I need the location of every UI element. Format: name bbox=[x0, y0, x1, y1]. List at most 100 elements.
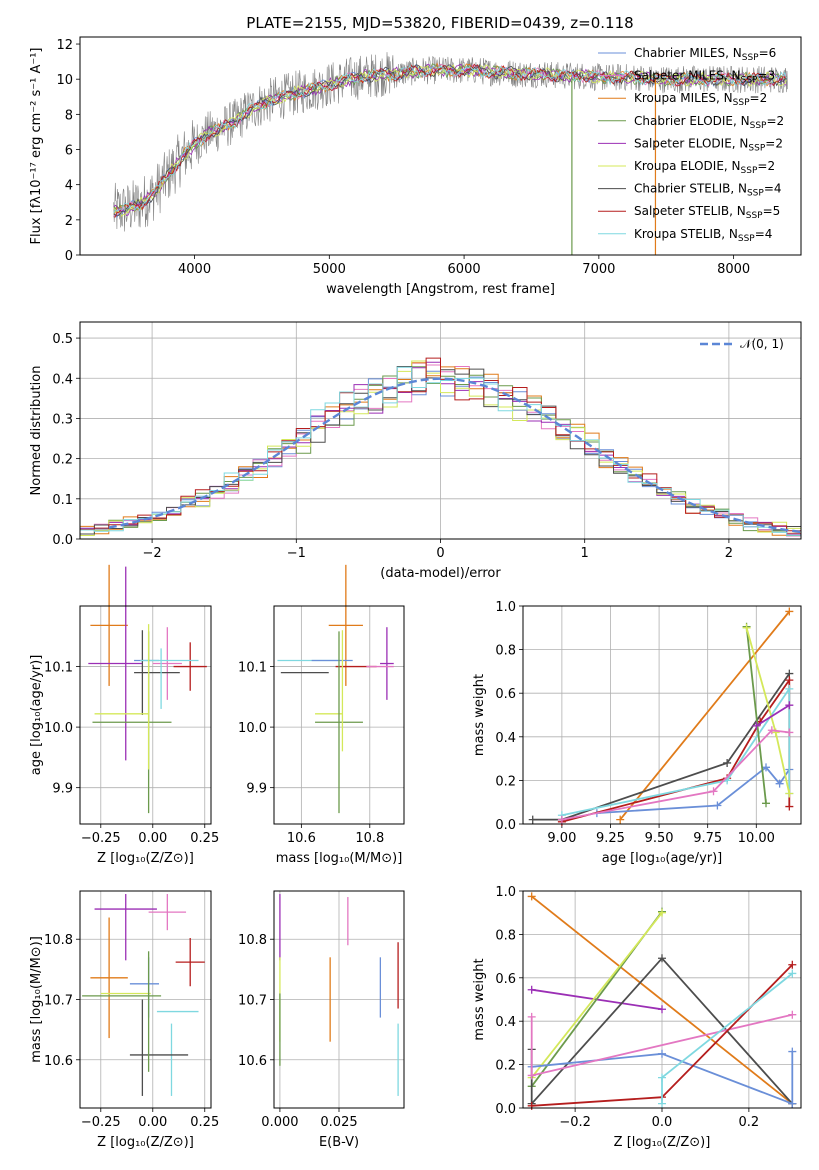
x-tick-label: 0.00 bbox=[138, 1115, 167, 1130]
y-tick-label: 0.8 bbox=[495, 928, 516, 943]
y-tick-label: 10.8 bbox=[44, 933, 73, 948]
x-tick-label: 2 bbox=[725, 546, 733, 561]
mass-weight-marker bbox=[788, 1047, 797, 1056]
legend-entry: Salpeter MILES, NSSP=3 bbox=[634, 69, 775, 86]
x-tick-label: 9.00 bbox=[547, 831, 576, 846]
mass-weight-line bbox=[755, 704, 790, 727]
mass-ebv-panel: 0.000 0.025 10.6 10.7 10.8 E(B-V) bbox=[238, 890, 405, 1150]
x-tick-label: 0.25 bbox=[190, 831, 219, 846]
axes-frame bbox=[79, 36, 802, 256]
mass-weight-marker bbox=[788, 960, 797, 969]
mass-weight-marker bbox=[528, 815, 537, 824]
y-tick-label: 0.2 bbox=[495, 774, 516, 789]
x-axis-label: E(B-V) bbox=[319, 1135, 359, 1150]
x-tick-label: −0.25 bbox=[81, 1115, 121, 1130]
spectrum-model-line bbox=[113, 64, 787, 217]
axes-frame bbox=[522, 890, 802, 1109]
y-tick-label: 10 bbox=[56, 73, 73, 88]
y-tick-label: 0.5 bbox=[52, 332, 73, 347]
y-axis-label: mass weight bbox=[472, 958, 487, 1040]
x-tick-label: 9.75 bbox=[693, 831, 722, 846]
y-tick-label: 10.1 bbox=[44, 661, 73, 676]
mass-Z-panel: −0.25 0.00 0.25 10.6 10.7 10.8 Z [log₁₀(Z/Z⊙)]… bbox=[29, 890, 219, 1150]
y-tick-label: 0.4 bbox=[495, 731, 516, 746]
y-tick-label: 10.1 bbox=[238, 661, 267, 676]
mass-weight-marker bbox=[527, 985, 536, 994]
mass-weight-marker bbox=[658, 954, 666, 963]
axes-frame bbox=[273, 605, 405, 825]
mw-age-panel: 9.00 9.25 9.50 9.75 10.00 0.0 0.2 0.4 0.6 0.8 1.0 a… bbox=[472, 600, 802, 866]
x-axis-label: Z [log₁₀(Z/Z⊙)] bbox=[97, 851, 194, 866]
y-axis-label: age [log₁₀(age/yr)] bbox=[29, 655, 44, 776]
x-tick-label: 10.6 bbox=[287, 831, 316, 846]
y-tick-label: 0.0 bbox=[495, 818, 516, 833]
legend-entry: Kroupa STELIB, NSSP=4 bbox=[634, 227, 772, 244]
x-axis-label: Z [log₁₀(Z/Z⊙)] bbox=[97, 1135, 194, 1150]
age-mass-panel: 10.6 10.8 9.9 10.0 10.1 mass [log₁₀(M/M⊙)] bbox=[238, 564, 405, 866]
x-tick-label: 5000 bbox=[313, 262, 346, 277]
mw-Z-panel: −0.2 0.0 0.2 0.0 0.2 0.4 0.6 0.8 1.0 Z [log₁₀(Z/Z… bbox=[472, 885, 802, 1150]
legend-entry: Salpeter STELIB, NSSP=5 bbox=[634, 204, 780, 221]
x-axis-label: (data-model)/error bbox=[380, 566, 501, 581]
mass-weight-marker bbox=[785, 607, 794, 616]
legend-entry: 𝒩(0, 1) bbox=[740, 337, 784, 351]
mass-weight-marker bbox=[557, 815, 566, 824]
y-tick-label: 0 bbox=[65, 249, 73, 264]
mass-weight-marker bbox=[788, 969, 797, 978]
y-tick-label: 10.0 bbox=[44, 721, 73, 736]
y-tick-label: 0.1 bbox=[52, 493, 73, 508]
residuals-panel: −2 −1 0 1 2 0.0 0.1 0.2 0.3 0.4 0.5 (data-model)/er… bbox=[29, 321, 802, 581]
x-tick-label: 0.25 bbox=[190, 1115, 219, 1130]
x-tick-label: 7000 bbox=[582, 262, 615, 277]
y-axis-label: mass weight bbox=[472, 674, 487, 756]
mass-weight-marker bbox=[785, 684, 794, 693]
y-tick-label: 10.7 bbox=[44, 994, 73, 1009]
y-tick-label: 10.0 bbox=[238, 721, 267, 736]
y-tick-label: 9.9 bbox=[246, 782, 267, 797]
normal-curve bbox=[108, 377, 802, 534]
mass-weight-marker bbox=[658, 1049, 666, 1058]
legend-entry: Kroupa ELODIE, NSSP=2 bbox=[634, 159, 775, 176]
axes-frame bbox=[79, 605, 212, 825]
y-tick-label: 0.2 bbox=[495, 1059, 516, 1074]
y-tick-label: 4 bbox=[65, 179, 73, 194]
mass-weight-marker bbox=[762, 799, 771, 808]
y-tick-label: 2 bbox=[65, 214, 73, 229]
panels: 4000 5000 6000 7000 8000024681012wavelength … bbox=[29, 36, 802, 1150]
y-tick-label: 10.6 bbox=[238, 1054, 267, 1069]
mass-weight-line bbox=[532, 673, 791, 821]
spectrum-model-line bbox=[113, 63, 787, 219]
y-tick-label: 0.3 bbox=[52, 412, 73, 427]
mass-weight-marker bbox=[713, 801, 722, 810]
x-tick-label: −1 bbox=[287, 546, 306, 561]
y-tick-label: 0.0 bbox=[52, 533, 73, 548]
y-tick-label: 9.9 bbox=[52, 782, 73, 797]
mass-weight-line bbox=[561, 729, 790, 821]
y-tick-label: 0.4 bbox=[495, 1015, 516, 1030]
x-tick-label: 0.00 bbox=[138, 831, 167, 846]
y-tick-label: 1.0 bbox=[495, 885, 516, 900]
x-tick-label: 9.50 bbox=[645, 831, 674, 846]
y-tick-label: 10.7 bbox=[238, 994, 267, 1009]
mass-weight-marker bbox=[658, 1005, 666, 1014]
figure-title: PLATE=2155, MJD=53820, FIBERID=0439, z=0… bbox=[246, 14, 633, 32]
legend-entry: Chabrier STELIB, NSSP=4 bbox=[634, 182, 782, 199]
x-tick-label: 9.25 bbox=[596, 831, 625, 846]
mass-weight-line bbox=[661, 972, 793, 1104]
y-tick-label: 12 bbox=[56, 38, 73, 53]
y-tick-label: 8 bbox=[65, 108, 73, 123]
x-axis-label: mass [log₁₀(M/M⊙)] bbox=[276, 851, 403, 866]
mass-weight-marker bbox=[785, 701, 794, 710]
y-tick-label: 0.2 bbox=[52, 453, 73, 468]
x-tick-label: 10.00 bbox=[738, 831, 775, 846]
mass-weight-marker bbox=[788, 1010, 797, 1019]
mass-weight-line bbox=[619, 610, 790, 821]
x-tick-label: 8000 bbox=[717, 262, 750, 277]
mass-weight-marker bbox=[785, 676, 794, 685]
legend-entry: Chabrier MILES, NSSP=6 bbox=[634, 46, 776, 63]
mass-weight-marker bbox=[527, 1012, 536, 1021]
mass-weight-marker bbox=[785, 802, 794, 811]
x-tick-label: −2 bbox=[143, 546, 162, 561]
mass-weight-marker bbox=[788, 1099, 797, 1108]
